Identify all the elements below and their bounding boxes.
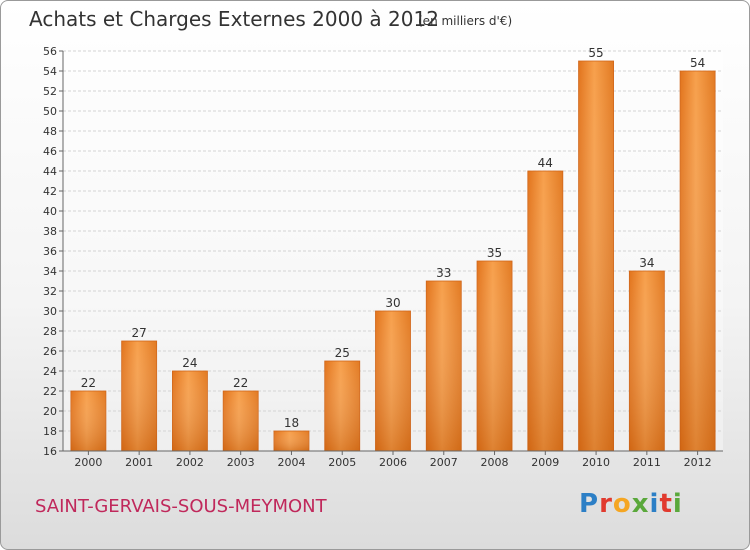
y-tick-label: 30 [43,305,57,318]
bar-shade [324,361,360,451]
bar-value-label: 24 [182,356,197,370]
x-tick-label: 2002 [176,456,204,469]
bar-value-label: 27 [132,326,147,340]
bar-shade [629,271,665,451]
y-tick-label: 52 [43,85,57,98]
y-tick-label: 18 [43,425,57,438]
logo-letter: i [672,489,683,519]
y-tick-label: 24 [43,365,57,378]
bar-shade [426,281,462,451]
proxiti-logo: Proxiti [579,489,683,519]
logo-letter: t [659,489,673,519]
y-tick-label: 48 [43,125,57,138]
x-tick-label: 2001 [125,456,153,469]
x-tick-label: 2005 [328,456,356,469]
bar-shade [375,311,411,451]
x-tick-label: 2011 [633,456,661,469]
x-tick-label: 2003 [227,456,255,469]
bar-value-label: 55 [588,46,603,60]
commune-name: SAINT-GERVAIS-SOUS-MEYMONT [35,496,327,517]
x-tick-label: 2008 [481,456,509,469]
bar-value-label: 22 [233,376,248,390]
chart-unit: (en milliers d'€) [418,14,513,28]
y-tick-label: 26 [43,345,57,358]
y-tick-label: 32 [43,285,57,298]
x-tick-label: 2009 [531,456,559,469]
x-tick-label: 2012 [684,456,712,469]
y-tick-label: 22 [43,385,57,398]
y-tick-label: 54 [43,65,57,78]
bar-shade [70,391,106,451]
y-tick-label: 44 [43,165,57,178]
bar-shade [578,61,614,451]
bar-shade [172,371,208,451]
bar-shade [121,341,157,451]
bar-value-label: 33 [436,266,451,280]
logo-letter: x [631,489,650,519]
y-tick-label: 20 [43,405,57,418]
y-tick-label: 46 [43,145,57,158]
y-tick-label: 28 [43,325,57,338]
y-tick-label: 42 [43,185,57,198]
bar-shade [477,261,513,451]
x-tick-label: 2010 [582,456,610,469]
y-tick-label: 36 [43,245,57,258]
bar-value-label: 54 [690,56,705,70]
x-tick-label: 2004 [277,456,305,469]
x-tick-label: 2000 [74,456,102,469]
x-tick-label: 2007 [430,456,458,469]
chart-title: Achats et Charges Externes 2000 à 2012 [29,7,439,31]
logo-letter: i [649,489,660,519]
bar-value-label: 44 [538,156,553,170]
x-tick-label: 2006 [379,456,407,469]
y-tick-label: 50 [43,105,57,118]
y-tick-label: 16 [43,445,57,458]
bar-shade [273,431,309,451]
bar-shade [527,171,563,451]
y-tick-label: 34 [43,265,57,278]
bar-value-label: 35 [487,246,502,260]
logo-letter: o [612,489,632,519]
bar-value-label: 34 [639,256,654,270]
y-tick-label: 40 [43,205,57,218]
y-tick-label: 56 [43,45,57,58]
logo-letter: r [599,489,613,519]
bar-value-label: 18 [284,416,299,430]
logo-letter: P [579,489,600,519]
bar-value-label: 30 [385,296,400,310]
bar-shade [680,71,716,451]
y-tick-label: 38 [43,225,57,238]
bar-value-label: 22 [81,376,96,390]
bar-value-label: 25 [335,346,350,360]
bar-shade [223,391,259,451]
